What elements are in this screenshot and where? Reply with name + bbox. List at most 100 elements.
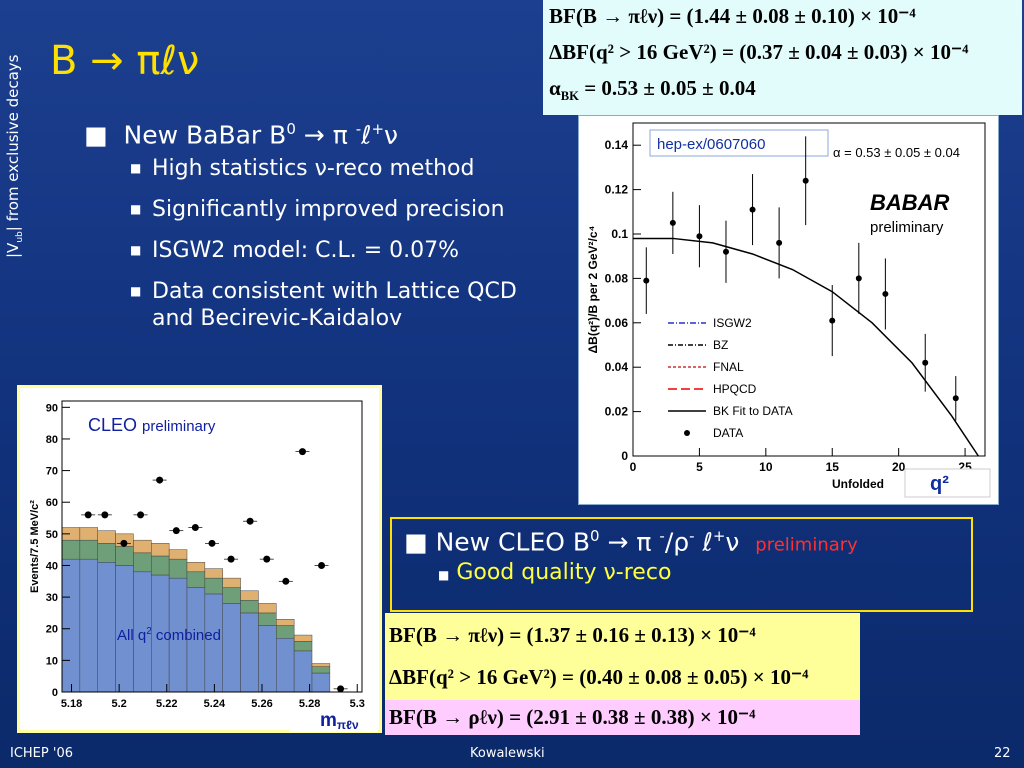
hist-bar (276, 625, 295, 639)
hist-bar (79, 527, 98, 541)
data-point (802, 177, 809, 184)
x-tick-label: 10 (759, 460, 773, 474)
x-tick-label: 5.28 (299, 698, 320, 710)
x-tick-label: 5.26 (251, 698, 272, 710)
x-axis-label: Unfolded (832, 477, 884, 491)
data-point (922, 359, 929, 366)
y-axis-label: ΔB(q²)/B per 2 GeV²/c⁴ (586, 225, 600, 353)
hist-bar (151, 555, 170, 576)
hist-bar (258, 603, 277, 614)
note: hep-ex/0607060 (657, 136, 765, 153)
y-tick-label: 0.12 (605, 183, 629, 197)
t: = 0.53 ± 0.05 ± 0.04 (578, 76, 756, 100)
formula: αBK = 0.53 ± 0.05 ± 0.04 (549, 76, 1016, 104)
formula: BF(B → ρℓν) = (2.91 ± 0.38 ± 0.38) × 10⁻… (385, 700, 860, 735)
q2-box (904, 468, 991, 498)
sub-bullets: ■ High statistics ν-reco method ■ Significa… (130, 155, 564, 332)
y-tick-label: 0.14 (605, 138, 629, 152)
footer-left: ICHEP '06 (10, 746, 73, 761)
hist-bar (168, 549, 188, 560)
data-point (208, 539, 216, 547)
hist-bar (276, 637, 295, 693)
legend-label: FNAL (713, 360, 744, 374)
babar-bullets: ■ New BaBar B0 → π -ℓ+ν ■ High statistics… (84, 120, 564, 346)
data-point (337, 685, 345, 693)
t: /ρ (664, 527, 690, 557)
x-tick-label: 5.24 (204, 698, 226, 710)
legend-label: BZ (713, 338, 728, 352)
data-point (776, 239, 783, 246)
data-point (749, 206, 756, 213)
hist-bar (293, 641, 313, 652)
t: BK (560, 89, 579, 104)
y-tick-label: 0.08 (605, 271, 629, 285)
data-point (318, 561, 326, 569)
y-tick-label: 80 (46, 434, 58, 446)
legend-label: DATA (713, 426, 743, 440)
plot-title: CLEO preliminary (88, 415, 216, 435)
data-point (669, 219, 676, 226)
cleo-box: ■ New CLEO B0 → π -/ρ- ℓ+ν preliminary ■… (390, 517, 973, 612)
y-tick-label: 0.06 (605, 316, 629, 330)
x-axis-label: mπℓν (320, 710, 359, 732)
hist-bar (311, 672, 331, 693)
data-point (101, 511, 109, 519)
hist-bar (186, 571, 206, 588)
sub-bullet: ■ ISGW2 model: C.L. = 0.07% (130, 238, 460, 264)
sub-bullet: ■ Significantly improved precision (130, 197, 505, 223)
hist-bar (97, 530, 116, 544)
hist-bar (204, 577, 223, 595)
note-box (649, 129, 829, 157)
hist-bar (240, 590, 259, 601)
hist-bar (258, 612, 277, 626)
t: High statistics ν-reco method (152, 156, 475, 182)
data-point (137, 511, 145, 519)
data-point (263, 555, 271, 563)
data-point (298, 448, 306, 456)
y-tick-label: 0.04 (605, 360, 629, 374)
t: - (689, 527, 695, 545)
babar-results: BF(B → πℓν) = (1.44 ± 0.08 ± 0.10) × 10⁻… (543, 0, 1022, 115)
fit-label: α = 0.53 ± 0.05 ± 0.04 (833, 145, 960, 160)
hist-bar (276, 619, 295, 626)
title: B → πℓν (50, 38, 200, 84)
t: preliminary (142, 418, 216, 435)
data-point (882, 290, 889, 297)
data-point (696, 233, 703, 240)
y-axis-label: Events/7.5 MeV/c² (29, 500, 41, 593)
sub-bullet: ■ High statistics ν-reco method (130, 156, 475, 182)
legend-label: HPQCD (713, 382, 757, 396)
hist-bar (168, 558, 188, 579)
hist-bar (222, 603, 241, 693)
t: - (355, 120, 362, 138)
fit-curve (633, 237, 979, 457)
data-point (722, 248, 729, 255)
t: 2 (146, 626, 152, 637)
t: Significantly improved precision (152, 197, 505, 223)
t: 0 (590, 527, 600, 545)
y-tick-label: 0 (52, 687, 58, 699)
frame (61, 400, 363, 693)
t: + (712, 527, 726, 545)
t: ν (725, 527, 740, 557)
t: Good quality ν-reco (456, 560, 672, 586)
y-tick-label: 30 (46, 592, 58, 604)
x-tick-label: 5.2 (111, 698, 126, 710)
t: → π (599, 527, 660, 557)
tag: preliminary (755, 534, 858, 556)
footer-right: 22 (994, 746, 1011, 761)
data-point (246, 517, 254, 525)
y-tick-label: 0.02 (605, 405, 629, 419)
y-tick-label: 0.1 (611, 227, 628, 241)
t: New CLEO B (435, 527, 591, 557)
t: m (320, 710, 337, 731)
data-point (855, 275, 862, 282)
hist-bar (186, 562, 206, 573)
footer-center: Kowalewski (470, 746, 545, 761)
t: combined (152, 627, 221, 644)
data-point (282, 577, 290, 585)
x-unit-label: q² (930, 473, 949, 495)
t: All q (117, 627, 146, 644)
